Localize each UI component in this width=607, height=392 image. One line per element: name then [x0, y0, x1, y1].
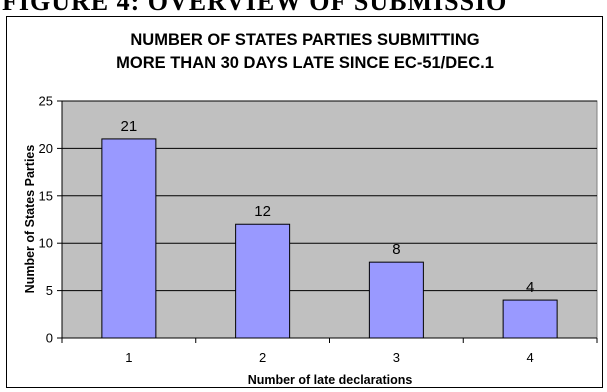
chart-subtitle: MORE THAN 30 DAYS LATE SINCE EC-51/DEC.1: [116, 54, 494, 72]
y-tick-label: 10: [39, 236, 53, 251]
bar-2: [235, 223, 291, 339]
data-labels: 21 12 8 4: [121, 118, 535, 296]
y-tick-label: 5: [46, 283, 53, 298]
y-tick-label: 0: [46, 331, 53, 346]
y-tick-label: 20: [39, 141, 53, 156]
bars: [101, 138, 558, 339]
y-axis-title: Number of States Parties: [23, 145, 37, 294]
data-label-4: 4: [526, 279, 534, 296]
x-tick-label: 1: [125, 350, 132, 365]
x-tick-label: 2: [259, 350, 266, 365]
bar-1: [101, 138, 157, 339]
x-axis-title: Number of late declarations: [248, 373, 413, 387]
data-label-3: 8: [392, 241, 400, 258]
bar-4: [502, 299, 558, 339]
data-label-1: 21: [121, 118, 138, 135]
data-label-2: 12: [254, 203, 271, 220]
y-tick-label: 15: [39, 188, 53, 203]
bar-3: [368, 261, 424, 339]
x-ticks: 1 2 3 4: [61, 338, 598, 365]
page-heading-text: FIGURE 4: OVERVIEW OF SUBMISSIO: [2, 0, 508, 16]
y-ticks: 0 5 10 15 20 25: [39, 94, 62, 346]
x-tick-label: 3: [393, 350, 400, 365]
page-heading: FIGURE 4: OVERVIEW OF SUBMISSIO: [0, 0, 607, 16]
chart-title: NUMBER OF STATES PARTIES SUBMITTING: [130, 31, 479, 49]
x-tick-label: 4: [527, 350, 534, 365]
y-tick-label: 25: [39, 94, 53, 109]
